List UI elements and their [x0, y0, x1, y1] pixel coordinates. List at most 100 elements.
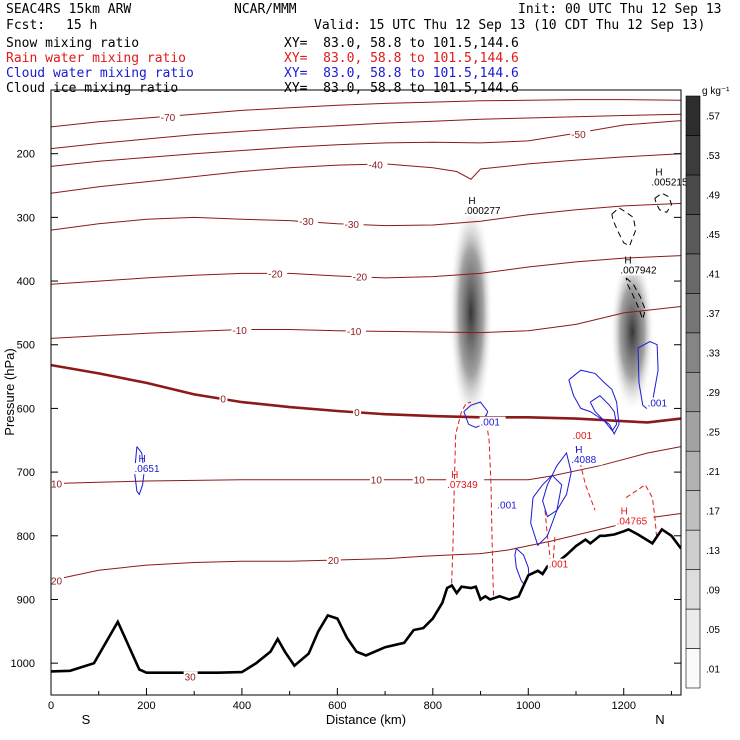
x-tick-label-600: 600	[328, 700, 346, 712]
color-scale-label-2: .09	[706, 585, 720, 596]
terrain-layer	[51, 527, 681, 695]
temperature-label-0-0-bg	[219, 393, 228, 405]
ice-max-marker-0: H	[655, 168, 662, 179]
color-scale-box-12	[685, 174, 701, 215]
temperature-label--20-0-bg	[267, 268, 288, 280]
terrain-line	[51, 527, 681, 674]
color-scale-label-6: .25	[706, 427, 720, 438]
color-scale-unit: g kg⁻¹	[702, 86, 730, 97]
color-scale-box-0	[685, 648, 701, 689]
temperature-contour-0	[51, 363, 681, 424]
y-tick-label-1000: 1000	[11, 658, 35, 670]
y-tick-label-700: 700	[17, 467, 35, 479]
y-axis-title: Pressure (hPa)	[2, 348, 17, 435]
y-tick-label-300: 300	[17, 212, 35, 224]
rain-max-value-1-bg	[615, 515, 654, 527]
temperature-label--30-1: -30	[345, 220, 360, 231]
cloud-water-contour-6	[530, 474, 563, 547]
temperature-label--50-0: -50	[571, 130, 586, 141]
init-time: Init: 00 UTC Thu 12 Sep 13	[518, 2, 722, 17]
temperature-contour--50	[51, 120, 681, 167]
rain-max-value-3: .001	[549, 560, 569, 571]
terrain-fill	[51, 529, 681, 695]
temperature-contour--40	[51, 153, 681, 194]
cloud-max-value-1-bg	[479, 416, 506, 428]
rain-max-value-2: .001	[573, 431, 593, 442]
temperature-label--10-1-bg	[345, 325, 366, 337]
rain-water-contour-2	[544, 510, 556, 575]
color-scale-box-8	[685, 332, 701, 373]
rain-max-value-3-bg	[547, 558, 574, 570]
y-tick-label-200: 200	[17, 149, 35, 161]
y-tick-label-400: 400	[17, 276, 35, 288]
cloud-ice-contour-1	[625, 277, 646, 321]
cloud-max-value-4: .001	[648, 399, 668, 410]
color-scale-box-14	[685, 95, 701, 136]
color-scale-box-5	[685, 450, 701, 491]
color-scale-bar: .01 .05 .09 .13 .17 .21 .25 .29 .33 .37 .41 .45 .49.…	[685, 95, 720, 689]
temperature-label--20-1: -20	[353, 273, 368, 284]
color-scale-label-1: .05	[706, 625, 720, 636]
rain-max-value-0: .07349	[447, 480, 478, 491]
cloud-water-contour-3	[568, 369, 620, 436]
fcst-label: Fcst:	[6, 18, 46, 33]
color-scale-box-2	[685, 569, 701, 610]
contour-labels-layer: -70 -50 -40 -30 -30 -20 -20 -10 -10 0 0 10 10 10 20 20 3…	[50, 111, 695, 683]
color-scale-label-14: .57	[706, 112, 720, 123]
rain-water-contour-3	[575, 446, 596, 511]
temperature-label--30-1-bg	[343, 219, 364, 231]
cloud-max-value-2-bg	[570, 454, 603, 466]
y-tick-label-800: 800	[17, 531, 35, 543]
color-scale-label-10: .41	[706, 270, 720, 281]
temperature-label-0-1: 0	[354, 408, 360, 419]
color-scale-label-11: .45	[706, 230, 720, 241]
field-xy-cloud-ice: XY= 83.0, 58.8 to 101.5,144.6	[284, 81, 519, 96]
cloud-water-contour-4	[589, 395, 618, 432]
field-xy-cloud-water: XY= 83.0, 58.8 to 101.5,144.6	[284, 66, 519, 81]
x-tick-label-200: 200	[137, 700, 155, 712]
x-tick-label-1000: 1000	[516, 700, 540, 712]
temperature-contour--70	[51, 99, 681, 128]
color-scale-box-3	[685, 529, 701, 570]
cloud-max-value-3: .001	[497, 500, 517, 511]
rain-max-marker-0: H	[451, 470, 458, 481]
temperature-label--10-0-bg	[231, 324, 252, 336]
ice-max-value-0: .005215	[651, 178, 688, 189]
color-scale-box-4	[685, 490, 701, 531]
temperature-label--20-1-bg	[351, 271, 372, 283]
cloud-water-contour-5	[542, 451, 572, 518]
color-scale-box-1	[685, 608, 701, 649]
temperature-contour-10	[51, 446, 681, 485]
field-name-cloud-ice: Cloud ice mixing ratio	[6, 81, 179, 96]
x-tick-label-1200: 1200	[611, 700, 635, 712]
cloud-max-value-2: .4088	[571, 455, 596, 466]
color-scale-box-6	[685, 411, 701, 452]
cloud-max-value-0: .0651	[135, 464, 160, 475]
x-tick-label-800: 800	[424, 700, 442, 712]
temperature-label-10-0: 10	[51, 480, 63, 491]
x-tick-label-0: 0	[48, 700, 54, 712]
color-scale-label-8: .33	[706, 349, 720, 360]
color-scale-box-9	[685, 293, 701, 334]
temperature-label--40-0: -40	[368, 160, 383, 171]
ice-max-value-2-bg	[619, 264, 664, 276]
field-name-snow: Snow mixing ratio	[6, 36, 140, 51]
color-scale-label-3: .13	[706, 546, 720, 557]
field-xy-rain: XY= 83.0, 58.8 to 101.5,144.6	[284, 51, 519, 66]
y-tick-label-600: 600	[17, 403, 35, 415]
axes-layer: 0 200 400 600 800 1000 12002003004005006007008…	[11, 149, 681, 712]
temperature-label-10-2: 10	[414, 476, 426, 487]
temperature-label-10-0-bg	[50, 478, 64, 490]
color-scale-label-5: .21	[706, 467, 720, 478]
x-axis-title: Distance (km)	[326, 712, 406, 727]
temperature-label--30-0: -30	[299, 217, 314, 228]
x-axis-end-left: S	[82, 712, 91, 727]
rain-max-value-2-bg	[571, 429, 598, 441]
temperature-label--70-0-bg	[159, 111, 180, 123]
cloud-max-value-0-bg	[133, 463, 166, 475]
color-scale-label-12: .49	[706, 191, 720, 202]
ice-max-value-1: .000277	[464, 206, 501, 217]
temperature-label--70-0: -70	[161, 113, 176, 124]
cloud-max-value-3-bg	[496, 499, 523, 511]
